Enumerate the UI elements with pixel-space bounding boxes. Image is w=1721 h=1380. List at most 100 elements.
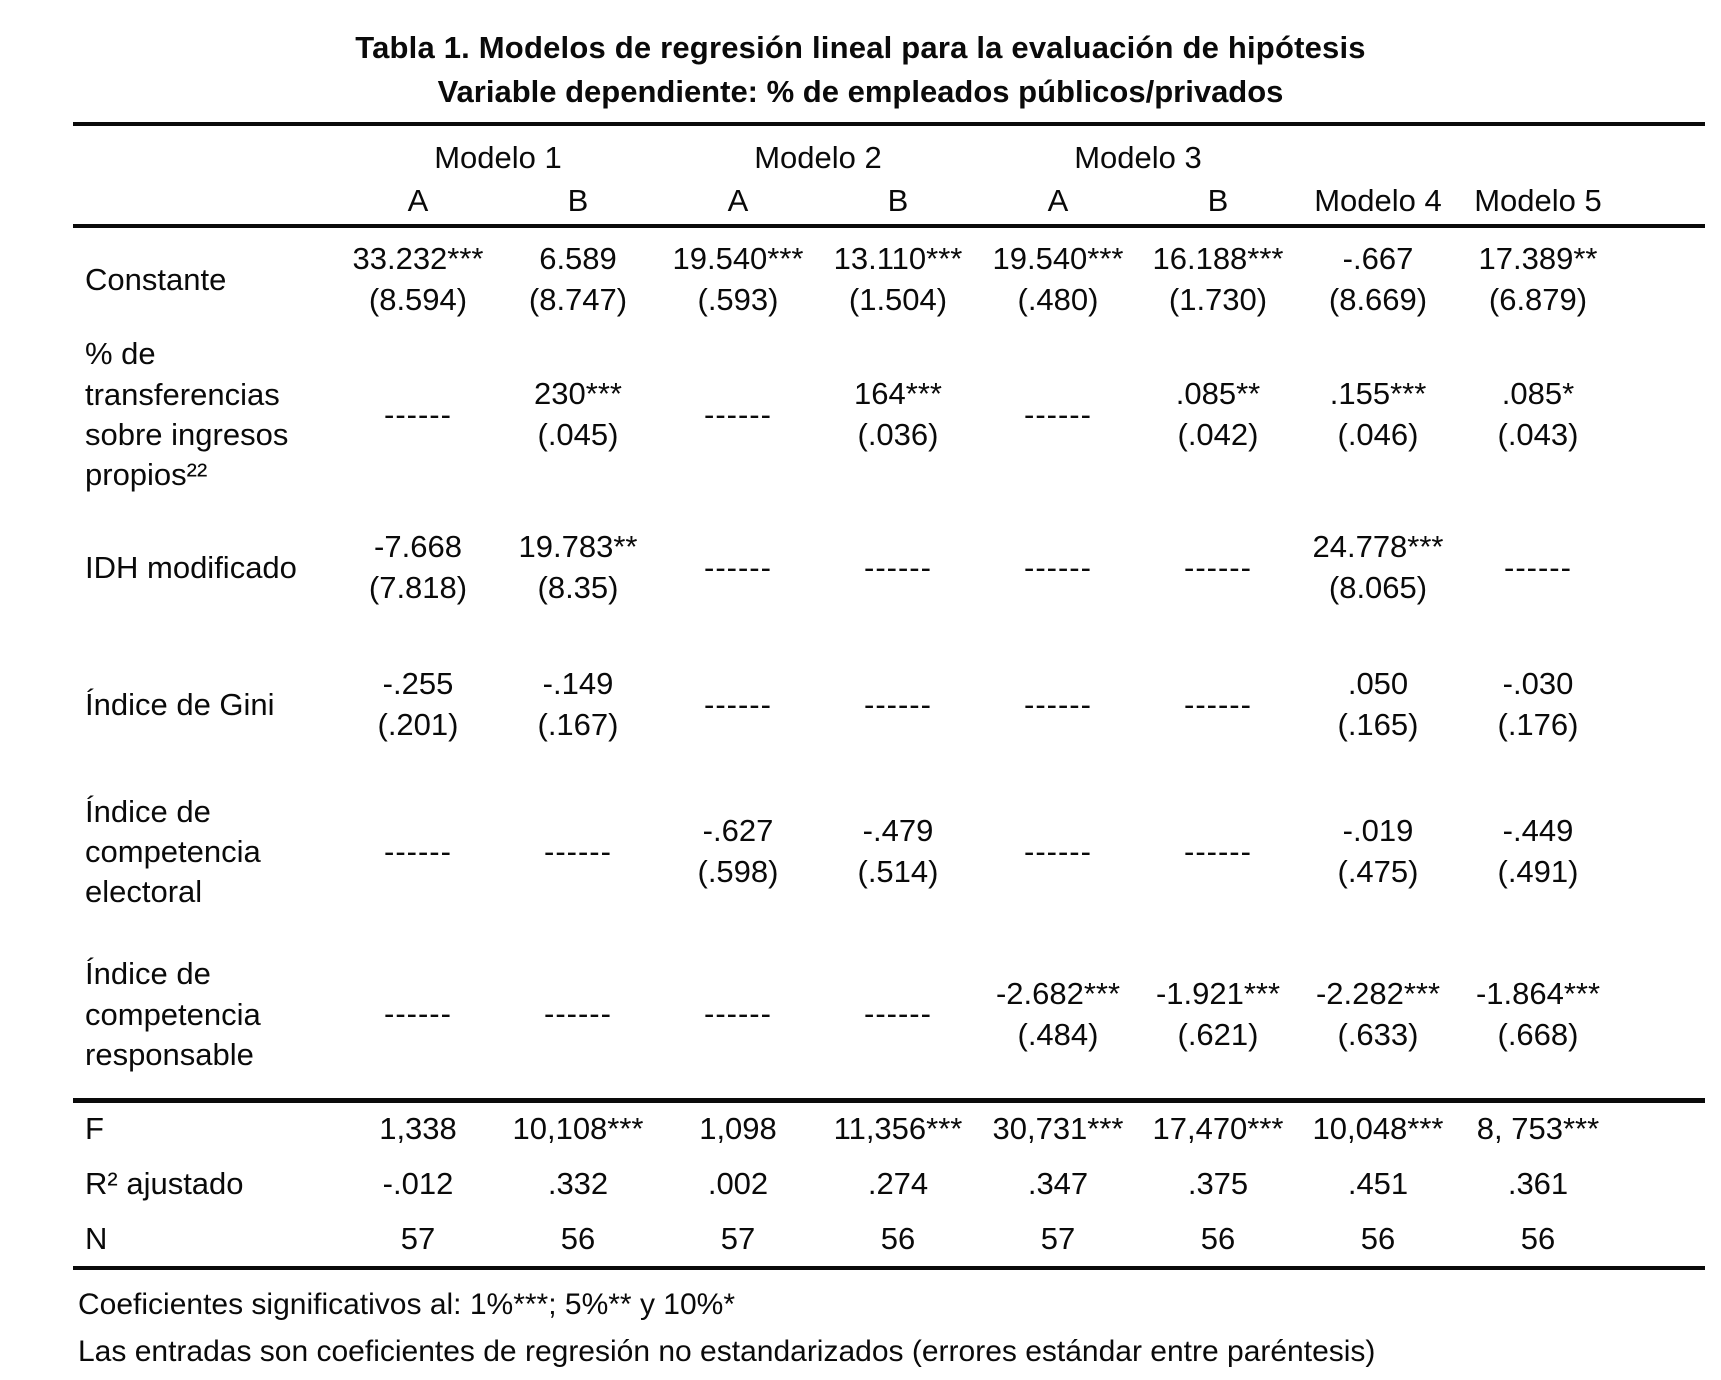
coefficient-value: -.449 [1502,813,1574,849]
coefficient-cell: .155*** (.046) [1298,332,1458,498]
statistics-body: F 1,338 10,108*** 1,098 11,356*** 30,731*** 17… [73,1097,1705,1268]
standard-error: (.167) [537,707,619,742]
stat-value: 57 [1040,1220,1076,1256]
coefficient-cell: 6.589 (8.747) [498,226,658,332]
empty-cell-dashes: ------ [384,396,452,432]
row-spacer [1618,498,1705,638]
coefficient-cell: 17.389** (6.879) [1458,226,1618,332]
stat-value: 17,470*** [1138,1097,1298,1156]
stat-value: .375 [1187,1165,1249,1201]
coefficient-cell: ------ [1138,772,1298,932]
coefficient-cell: ------ [1458,498,1618,638]
stat-value: 8, 753*** [1458,1097,1618,1156]
stat-value: 57 [400,1220,436,1256]
row-spacer [1618,226,1705,332]
empty-cell-dashes: ------ [704,686,772,722]
empty-cell-dashes: ------ [864,549,932,585]
coefficient-cell: -.019 (.475) [1298,772,1458,932]
empty-cell-dashes: ------ [704,396,772,432]
group-header-modelo-3: Modelo 3 [1074,140,1202,175]
coefficient-value: .050 [1347,666,1409,702]
stat-row: N 57 56 57 56 57 56 56 56 [73,1212,1705,1268]
standard-error: (.036) [857,417,939,452]
stat-label: F [73,1097,338,1156]
coefficient-cell: ------ [498,772,658,932]
standard-error: (.514) [857,854,939,889]
table-row: Índice de competencia responsable ------ -… [73,932,1705,1100]
standard-error: (.598) [697,854,779,889]
coefficient-cell: -.149 (.167) [498,638,658,772]
coefficient-value: -7.668 [374,529,462,565]
coefficient-cell: ------ [978,638,1138,772]
standard-error: (8.594) [368,282,468,317]
standard-error: (.475) [1337,854,1419,889]
coefficient-cell: ------ [978,498,1138,638]
coefficient-value: 13.110*** [833,241,963,277]
coefficient-cell: ------ [658,932,818,1100]
table-row: IDH modificado -7.668 (7.818) 19.783** (8.35… [73,498,1705,638]
standard-error: (1.730) [1168,282,1268,317]
standard-error: (.165) [1337,707,1419,742]
stat-value: 1,338 [338,1097,498,1156]
standard-error: (8.065) [1328,570,1428,605]
stat-value: 56 [560,1220,596,1256]
coefficient-cell: 19.783** (8.35) [498,498,658,638]
coefficient-value: -2.282*** [1315,975,1441,1011]
coefficient-cell: 230*** (.045) [498,332,658,498]
header-stub [73,124,338,178]
table-title: Tabla 1. Modelos de regresión lineal par… [355,30,1366,65]
standard-error: (.668) [1497,1016,1579,1052]
coefficient-cell: -.479 (.514) [818,772,978,932]
stat-value: .347 [1027,1165,1089,1201]
empty-cell-dashes: ------ [1184,549,1252,585]
coefficient-cell: 19.540*** (.480) [978,226,1138,332]
coefficient-value: .085* [1501,376,1575,412]
standard-error: (.491) [1497,854,1579,889]
coefficient-cell: -.449 (.491) [1458,772,1618,932]
coefficient-cell: ------ [818,932,978,1100]
coefficient-cell: -7.668 (7.818) [338,498,498,638]
row-label: IDH modificado [85,549,297,585]
empty-cell-dashes: ------ [864,996,932,1032]
column-header-row: A B A B A B Modelo 4 Modelo 5 [73,178,1705,228]
empty-cell-dashes: ------ [384,996,452,1032]
coefficient-cell: ------ [338,772,498,932]
stat-value: 56 [1520,1220,1556,1256]
group-header-modelo-2: Modelo 2 [754,140,882,175]
column-header-modelo-4: Modelo 4 [1298,178,1458,228]
coefficient-value: 33.232*** [352,241,484,277]
stat-value: 30,731*** [978,1097,1138,1156]
coefficient-cell: 16.188*** (1.730) [1138,226,1298,332]
stat-value: 56 [1360,1220,1396,1256]
header-stub [73,178,338,228]
coefficient-value: -.667 [1342,241,1414,277]
standard-error: (6.879) [1488,282,1588,317]
entries-note: Las entradas son coeficientes de regresi… [78,1334,1376,1368]
empty-cell-dashes: ------ [704,996,772,1032]
column-header-m2a: A [658,178,818,228]
coefficient-value: -.149 [542,666,614,702]
table-row: Constante 33.232*** (8.594) 6.589 (8.747) 19.… [73,226,1705,332]
coefficient-cell: -2.682*** (.484) [978,932,1138,1100]
regression-table: Modelo 1 Modelo 2 Modelo 3 A B A B A B M… [73,122,1705,1270]
empty-cell-dashes: ------ [1024,833,1092,869]
coefficient-value: -1.921*** [1155,975,1281,1011]
stat-value: 10,108*** [498,1097,658,1156]
group-header-empty [1298,124,1458,178]
model-group-header-row: Modelo 1 Modelo 2 Modelo 3 [73,124,1705,178]
row-label: % de transferencias sobre ingresos propi… [85,336,289,493]
table-notes: Coeficientes significativos al: 1%***; 5… [78,1282,1721,1375]
row-label: Índice de competencia electoral [85,793,261,910]
empty-cell-dashes: ------ [1024,396,1092,432]
column-header-m3a: A [978,178,1138,228]
standard-error: (1.504) [848,282,948,317]
stat-value: 56 [1200,1220,1236,1256]
column-header-modelo-5: Modelo 5 [1458,178,1618,228]
table-row: Índice de competencia electoral ------ ---… [73,772,1705,932]
table-row: Índice de Gini -.255 (.201) -.149 (.167) ----… [73,638,1705,772]
stat-label: N [85,1220,108,1256]
standard-error: (.046) [1337,417,1419,452]
standard-error: (.176) [1497,707,1579,742]
coefficient-value: 19.540*** [992,241,1124,277]
